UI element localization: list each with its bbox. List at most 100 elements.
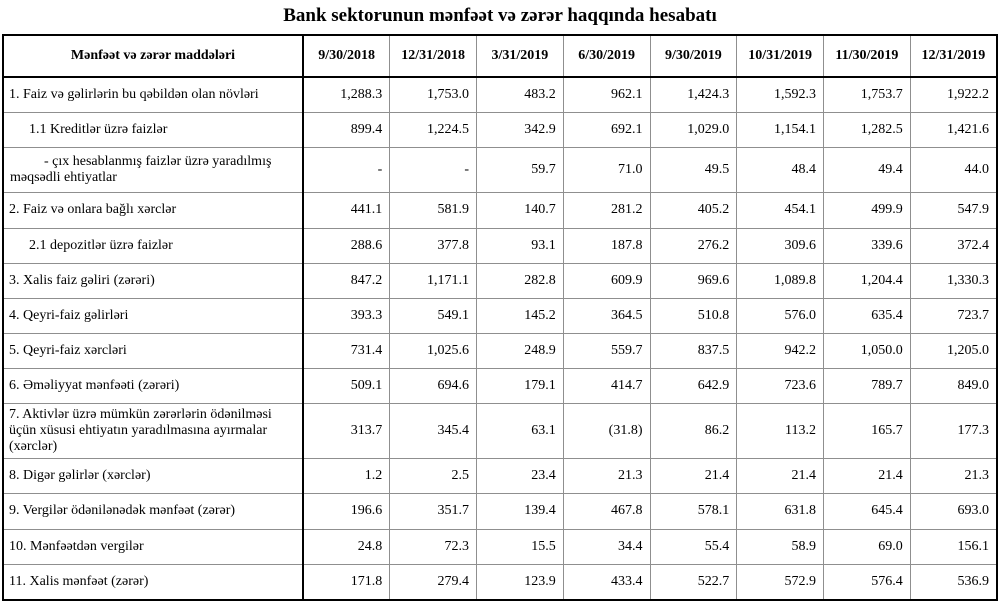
value-cell: 1,424.3 (649, 76, 738, 114)
value-cell: 1,204.4 (823, 262, 911, 299)
value-cell: 962.1 (562, 76, 651, 114)
value-cell: 405.2 (649, 192, 738, 229)
value-cell: 549.1 (389, 297, 477, 334)
table-row: 1.1 Kreditlər üzrə faizlər 899.4 1,224.5 34… (2, 112, 998, 149)
value-cell: 1,029.0 (649, 112, 738, 149)
table-header: Mənfəət və zərər maddələri 9/30/2018 12/31… (2, 34, 998, 79)
table-row: 9. Vergilər ödənilənədək mənfəət (zərər)… (2, 493, 998, 530)
row-label-cell: - çıx hesablanmış faizlər üzrə yaradılmı… (2, 147, 304, 194)
value-cell: 522.7 (649, 563, 738, 601)
value-cell: 433.4 (562, 563, 651, 601)
value-cell: 1,330.3 (909, 262, 998, 299)
value-cell: 58.9 (736, 528, 824, 565)
value-cell: 642.9 (649, 367, 738, 405)
value-cell: 692.1 (562, 112, 651, 149)
table-row: - çıx hesablanmış faizlər üzrə yaradılmı… (2, 147, 998, 194)
value-cell: 21.4 (736, 458, 824, 495)
value-cell: 24.8 (302, 528, 391, 565)
profit-loss-table: Mənfəət və zərər maddələri 9/30/2018 12/31… (2, 34, 998, 601)
row-label-cell: 8. Digər gəlirlər (xərclər) (2, 458, 304, 495)
value-cell: 1,171.1 (389, 262, 477, 299)
row-label-cell: 11. Xalis mənfəət (zərər) (2, 563, 304, 601)
value-cell: 21.3 (562, 458, 651, 495)
value-cell: 1.2 (302, 458, 391, 495)
value-cell: 1,592.3 (736, 76, 824, 114)
row-label-cell: 3. Xalis faiz gəliri (zərəri) (2, 262, 304, 299)
value-cell: 1,154.1 (736, 112, 824, 149)
row-label-cell: 5. Qeyri-faiz xərcləri (2, 332, 304, 369)
value-cell: 55.4 (649, 528, 738, 565)
value-cell: 351.7 (389, 493, 477, 530)
value-cell: 49.5 (649, 147, 738, 194)
value-cell: 547.9 (909, 192, 998, 229)
value-cell: 454.1 (736, 192, 824, 229)
table-row: 8. Digər gəlirlər (xərclər) 1.2 2.5 23.4 21.… (2, 458, 998, 495)
value-cell: 942.2 (736, 332, 824, 369)
value-cell: 93.1 (476, 227, 564, 264)
table-row: 11. Xalis mənfəət (zərər) 171.8 279.4 123.9… (2, 563, 998, 601)
value-cell: 899.4 (302, 112, 391, 149)
value-cell: 69.0 (823, 528, 911, 565)
value-cell: 1,205.0 (909, 332, 998, 369)
value-cell: 576.4 (823, 563, 911, 601)
value-cell: 15.5 (476, 528, 564, 565)
value-cell: 1,089.8 (736, 262, 824, 299)
table-row: 4. Qeyri-faiz gəlirləri 393.3 549.1 145.2 36… (2, 297, 998, 334)
value-cell: 576.0 (736, 297, 824, 334)
value-cell: 2.5 (389, 458, 477, 495)
value-cell: 467.8 (562, 493, 651, 530)
value-cell: 1,753.7 (823, 76, 911, 114)
column-header-date: 10/31/2019 (736, 34, 824, 79)
value-cell: 1,282.5 (823, 112, 911, 149)
value-cell: 578.1 (649, 493, 738, 530)
value-cell: 789.7 (823, 367, 911, 405)
row-label-cell: 2. Faiz və onlara bağlı xərclər (2, 192, 304, 229)
table-row: 2.1 depozitlər üzrə faizlər 288.6 377.8 93.… (2, 227, 998, 264)
value-cell: 1,421.6 (909, 112, 998, 149)
column-header-date: 12/31/2019 (909, 34, 998, 79)
value-cell: 34.4 (562, 528, 651, 565)
value-cell: - (302, 147, 391, 194)
table-row: 7. Aktivlər üzrə mümkün zərərlərin ödəni… (2, 403, 998, 460)
table-row: 6. Əməliyyat mənfəəti (zərəri) 509.1 694.6… (2, 367, 998, 405)
value-cell: 645.4 (823, 493, 911, 530)
value-cell: 1,025.6 (389, 332, 477, 369)
value-cell: 510.8 (649, 297, 738, 334)
value-cell: 71.0 (562, 147, 651, 194)
value-cell: 731.4 (302, 332, 391, 369)
value-cell: 72.3 (389, 528, 477, 565)
value-cell: 499.9 (823, 192, 911, 229)
value-cell: 559.7 (562, 332, 651, 369)
value-cell: 1,224.5 (389, 112, 477, 149)
column-header-date: 9/30/2018 (302, 34, 391, 79)
row-label-cell: 4. Qeyri-faiz gəlirləri (2, 297, 304, 334)
value-cell: 309.6 (736, 227, 824, 264)
column-header-date: 6/30/2019 (562, 34, 651, 79)
value-cell: 969.6 (649, 262, 738, 299)
value-cell: 187.8 (562, 227, 651, 264)
value-cell: 393.3 (302, 297, 391, 334)
value-cell: 1,922.2 (909, 76, 998, 114)
row-label-cell: 1.1 Kreditlər üzrə faizlər (2, 112, 304, 149)
value-cell: 345.4 (389, 403, 477, 460)
value-cell: 48.4 (736, 147, 824, 194)
value-cell: 23.4 (476, 458, 564, 495)
value-cell: 49.4 (823, 147, 911, 194)
value-cell: 1,050.0 (823, 332, 911, 369)
value-cell: 723.6 (736, 367, 824, 405)
row-label-cell: 6. Əməliyyat mənfəəti (zərəri) (2, 367, 304, 405)
value-cell: 837.5 (649, 332, 738, 369)
value-cell: 1,753.0 (389, 76, 477, 114)
value-cell: 342.9 (476, 112, 564, 149)
value-cell: 441.1 (302, 192, 391, 229)
value-cell: 44.0 (909, 147, 998, 194)
value-cell: 1,288.3 (302, 76, 391, 114)
value-cell: 694.6 (389, 367, 477, 405)
value-cell: 21.4 (649, 458, 738, 495)
value-cell: 364.5 (562, 297, 651, 334)
value-cell: 165.7 (823, 403, 911, 460)
value-cell: 414.7 (562, 367, 651, 405)
table-row: 10. Mənfəətdən vergilər 24.8 72.3 15.5 34.4 5… (2, 528, 998, 565)
value-cell: 581.9 (389, 192, 477, 229)
